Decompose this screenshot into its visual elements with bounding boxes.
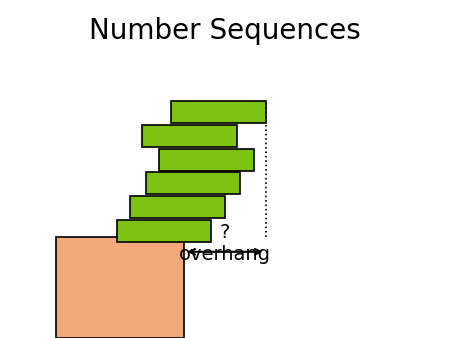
FancyBboxPatch shape (56, 237, 184, 338)
FancyBboxPatch shape (117, 220, 212, 242)
Text: overhang: overhang (179, 245, 271, 264)
FancyBboxPatch shape (159, 149, 254, 171)
Text: ?: ? (220, 223, 230, 242)
FancyBboxPatch shape (145, 172, 240, 194)
Text: Number Sequences: Number Sequences (89, 17, 361, 45)
FancyBboxPatch shape (142, 125, 237, 147)
FancyBboxPatch shape (171, 101, 266, 123)
FancyBboxPatch shape (130, 196, 225, 218)
